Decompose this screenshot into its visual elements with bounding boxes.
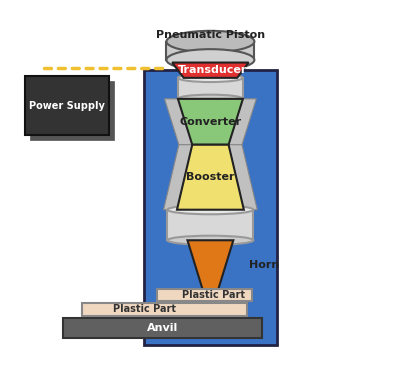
Bar bbox=[25, 76, 109, 135]
Text: Transducer: Transducer bbox=[178, 65, 247, 75]
Polygon shape bbox=[163, 145, 192, 210]
Polygon shape bbox=[178, 99, 243, 145]
Text: Pneumatic Piston: Pneumatic Piston bbox=[156, 30, 265, 40]
Bar bbox=[83, 303, 247, 316]
Polygon shape bbox=[229, 99, 256, 145]
Ellipse shape bbox=[178, 74, 243, 82]
Text: Booster: Booster bbox=[186, 172, 235, 182]
FancyBboxPatch shape bbox=[143, 70, 277, 345]
Text: Converter: Converter bbox=[179, 117, 241, 127]
Ellipse shape bbox=[167, 205, 254, 214]
Polygon shape bbox=[177, 145, 244, 210]
Text: Plastic Part: Plastic Part bbox=[182, 290, 245, 300]
Bar bbox=[178, 78, 243, 99]
Ellipse shape bbox=[167, 236, 254, 245]
Polygon shape bbox=[188, 240, 234, 290]
Bar bbox=[63, 318, 262, 338]
Bar bbox=[157, 289, 252, 301]
Text: Plastic Part: Plastic Part bbox=[113, 305, 176, 315]
Text: Power Supply: Power Supply bbox=[29, 100, 105, 110]
Text: Horn: Horn bbox=[249, 260, 279, 270]
Text: Anvil: Anvil bbox=[147, 323, 178, 333]
Bar bbox=[167, 210, 254, 240]
Ellipse shape bbox=[166, 49, 254, 70]
Polygon shape bbox=[229, 145, 257, 210]
Polygon shape bbox=[165, 99, 192, 145]
Polygon shape bbox=[172, 62, 249, 78]
Bar bbox=[166, 42, 254, 60]
Bar bbox=[30, 80, 114, 140]
Ellipse shape bbox=[166, 31, 254, 52]
Ellipse shape bbox=[178, 95, 243, 103]
